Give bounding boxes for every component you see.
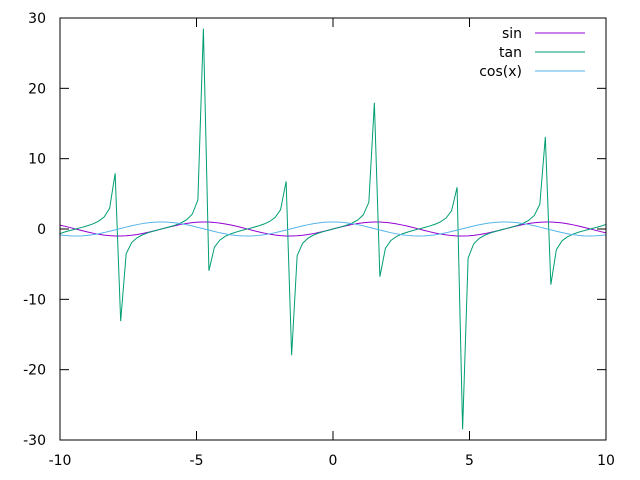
plot-lines [59, 28, 607, 430]
x-tick-label: -10 [49, 453, 72, 469]
y-tick-label: -30 [23, 433, 46, 449]
legend: sin tan cos(x) [479, 26, 585, 80]
y-tick-label: 20 [28, 81, 46, 97]
y-tick-label: 10 [28, 152, 46, 168]
y-tick-label: -10 [23, 292, 46, 308]
series-line-cos-x- [59, 221, 607, 237]
x-tick-label: 5 [465, 453, 474, 469]
y-tick-label: -20 [23, 363, 46, 379]
y-tick-label: 0 [37, 222, 46, 238]
legend-label: tan [499, 45, 522, 61]
x-tick-label: -5 [190, 453, 204, 469]
legend-label: sin [502, 26, 522, 42]
series-line-tan [59, 28, 607, 430]
y-tick-label: 30 [28, 11, 46, 27]
legend-label: cos(x) [479, 64, 522, 80]
x-tick-label: 10 [597, 453, 615, 469]
x-tick-label: 0 [329, 453, 338, 469]
axis-ticks: -10 -5 0 5 10 -30 -20 -10 0 10 20 30 [23, 11, 615, 469]
